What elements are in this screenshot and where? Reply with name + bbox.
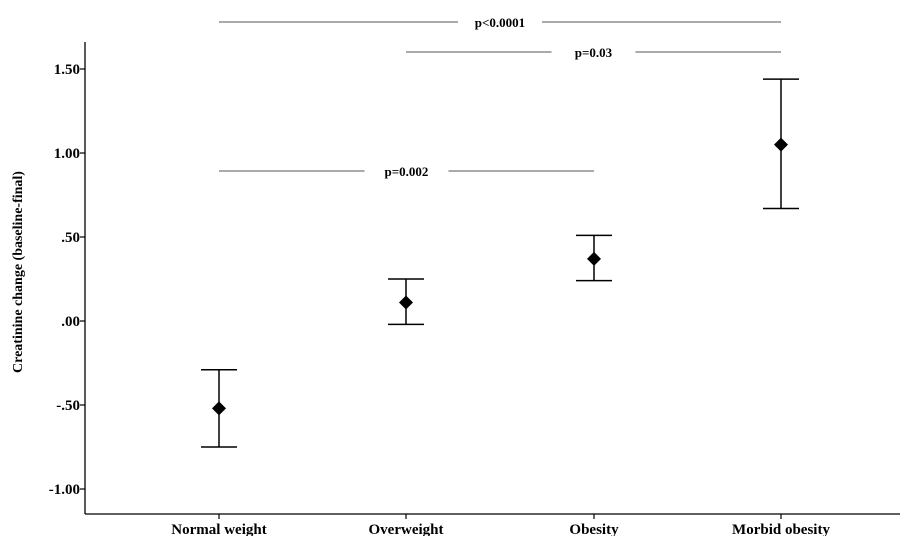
axes	[84, 42, 900, 515]
x-category-label: Obesity	[569, 522, 619, 536]
comparison-p-value: p<0.0001	[475, 15, 525, 30]
comparison-p-value: p=0.002	[385, 164, 429, 179]
y-tick-label: 1.50	[54, 62, 80, 78]
y-tick-label: -1.00	[49, 482, 80, 498]
x-category-label: Morbid obesity	[732, 522, 830, 536]
data-marks	[201, 78, 799, 448]
comparison-p-value: p=0.03	[575, 45, 613, 60]
y-tick-label: 1.00	[54, 146, 80, 162]
x-category-label: Normal weight	[171, 522, 266, 536]
y-tick-label: .50	[61, 230, 80, 246]
y-tick-label: -.50	[56, 398, 80, 414]
mean-diamond-marker	[399, 295, 413, 310]
mean-diamond-marker	[587, 251, 601, 266]
comparisons: p<0.0001 p=0.03 p=0.002	[219, 15, 781, 179]
mean-diamond-marker	[774, 137, 788, 152]
mean-diamond-marker	[212, 401, 226, 416]
y-tick-label: .00	[61, 314, 80, 330]
x-category-label: Overweight	[369, 522, 444, 536]
x-categories: Normal weight Overweight Obesity Morbid obe…	[171, 514, 830, 536]
y-ticks: -1.00 -.50 .00 .50 1.00 1.50	[49, 62, 85, 498]
y-axis-title: Creatinine change (baseline-final)	[11, 171, 26, 373]
